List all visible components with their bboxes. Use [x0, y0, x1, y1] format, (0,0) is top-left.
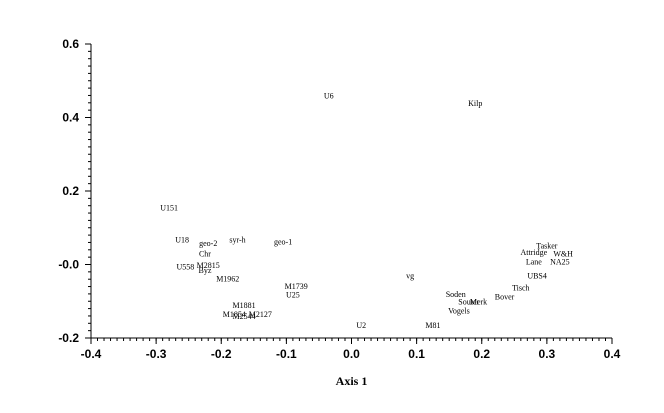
data-point-label: U6	[324, 91, 334, 100]
data-point-label: M1854	[223, 310, 246, 319]
data-point-label: Vogels	[448, 306, 470, 315]
x-tick-label: 0.4	[604, 347, 621, 361]
ticks	[85, 43, 613, 344]
x-tick-label: -0.4	[81, 347, 102, 361]
data-point-label: vg	[406, 272, 414, 281]
data-point-label: U2	[356, 321, 366, 330]
data-point-label: Lane	[526, 258, 542, 267]
data-point-label: M2544	[232, 312, 255, 321]
data-point-label: M2127	[249, 310, 272, 319]
y-tick-label: -0.2	[58, 331, 79, 345]
data-point-label: Souter	[458, 297, 479, 306]
x-tick-label: 0.3	[539, 347, 556, 361]
data-points: U6 Kilp U151 U18 geo-2 syr-h geo-1 Chr U558 M2815…	[160, 91, 573, 330]
data-point-label: Tasker	[536, 241, 558, 250]
data-point-label: Attridge	[521, 248, 548, 257]
tick-labels: -0.4 -0.3 -0.2 -0.1 0.0 0.1 0.2 0.3 0.4 -0.2 -0.0 0…	[58, 37, 620, 361]
data-point-label: Tisch	[512, 284, 530, 293]
data-point-label: W&H	[553, 249, 573, 258]
data-point-label: M1739	[285, 282, 308, 291]
data-point-label: M1962	[216, 274, 239, 283]
x-tick-label: 0.0	[343, 347, 360, 361]
data-point-label: U18	[175, 236, 189, 245]
data-point-label: U558	[177, 262, 195, 271]
x-tick-label: -0.3	[146, 347, 167, 361]
data-point-label: M1881	[232, 301, 255, 310]
data-point-label: Byz	[199, 266, 212, 275]
data-point-label: NA25	[550, 258, 570, 267]
x-tick-label: -0.2	[211, 347, 232, 361]
axes	[90, 44, 612, 339]
data-point-label: Bover	[495, 292, 515, 301]
y-tick-label: -0.0	[58, 258, 79, 272]
x-tick-label: 0.2	[473, 347, 490, 361]
data-point-label: M2815	[197, 261, 220, 270]
x-tick-label: 0.1	[408, 347, 425, 361]
data-point-label: Soden	[446, 290, 466, 299]
x-axis-title: Axis 1	[336, 374, 368, 388]
data-point-label: M81	[425, 321, 440, 330]
y-tick-label: 0.2	[62, 184, 79, 198]
data-point-label: syr-h	[229, 236, 245, 245]
data-point-label: Kilp	[468, 99, 482, 108]
data-point-label: Merk	[470, 297, 487, 306]
y-tick-label: 0.6	[62, 37, 79, 51]
data-point-label: U151	[160, 204, 178, 213]
data-point-label: Chr	[199, 249, 211, 258]
data-point-label: geo-1	[274, 238, 292, 247]
x-tick-label: -0.1	[276, 347, 297, 361]
data-point-label: UBS4	[527, 272, 547, 281]
data-point-label: geo-2	[199, 239, 217, 248]
data-point-label: U25	[286, 291, 300, 300]
y-tick-label: 0.4	[62, 111, 79, 125]
